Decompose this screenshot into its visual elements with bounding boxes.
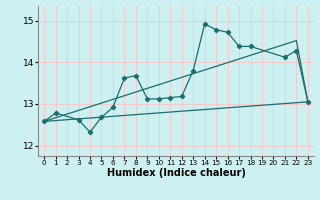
X-axis label: Humidex (Indice chaleur): Humidex (Indice chaleur) xyxy=(107,168,245,178)
